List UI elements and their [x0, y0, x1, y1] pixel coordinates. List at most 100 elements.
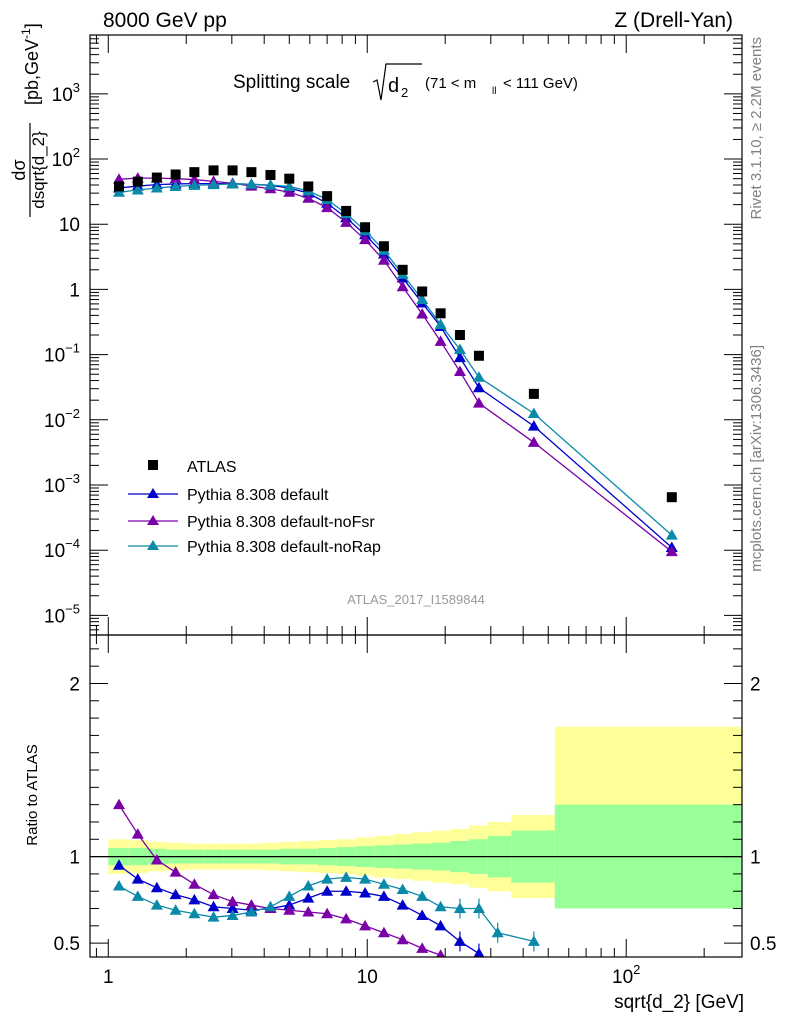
main-point-norap — [264, 179, 277, 190]
main-ytick-label: 10−2 — [44, 406, 80, 432]
ratio-point-norap — [340, 871, 353, 882]
ratio-ytick-label-right: 1 — [750, 848, 761, 869]
ratio-point-nofsr — [302, 905, 315, 917]
main-point-nofsr — [472, 397, 485, 408]
main-point-atlas — [113, 181, 124, 192]
main-point-norap — [665, 529, 678, 540]
ratio-point-default — [434, 919, 447, 931]
main-ytick-label: 10−3 — [44, 471, 80, 497]
ratio-point-default — [150, 881, 163, 893]
ratio-point-norap — [527, 935, 540, 946]
ratio-point-default — [359, 886, 372, 898]
legend-atlas-label: ATLAS — [187, 459, 237, 476]
ratio-panel: 0.5 0.5 1 1 2 2 1 10 102 — [54, 634, 776, 988]
ratio-point-default — [396, 899, 409, 910]
ratio-point-nofsr — [169, 866, 182, 877]
ratio-point-norap — [359, 873, 372, 884]
xtick-label: 10 — [357, 967, 378, 988]
main-point-default — [472, 381, 485, 393]
main-line-norap — [118, 183, 673, 536]
main-point-nofsr — [665, 545, 678, 557]
ratio-point-norap — [245, 905, 258, 917]
ratio-point-default — [188, 893, 201, 905]
ratio-point-norap — [453, 902, 466, 914]
main-point-atlas — [303, 181, 314, 192]
ratio-point-nofsr — [131, 828, 144, 839]
main-point-atlas — [397, 264, 408, 275]
main-point-norap — [434, 318, 447, 329]
main-point-atlas — [322, 191, 333, 202]
ratio-point-norap — [302, 880, 315, 891]
main-point-atlas — [151, 172, 162, 183]
sqrt-sign — [372, 63, 422, 101]
main-point-atlas — [189, 167, 200, 178]
main-point-atlas — [528, 388, 539, 399]
main-point-nofsr — [453, 365, 466, 377]
title-cut-end: < 111 GeV) — [503, 75, 578, 92]
main-ytick-label: 10−4 — [44, 536, 80, 562]
ylabel-units: [pb,GeV-1] — [19, 23, 42, 105]
ratio-point-nofsr — [396, 933, 409, 945]
ratio-ytick-label: 1 — [69, 848, 80, 869]
ratio-point-norap — [434, 900, 447, 912]
main-point-atlas — [454, 330, 465, 340]
main-point-atlas — [246, 167, 257, 178]
ratio-point-norap — [321, 873, 334, 884]
watermark: ATLAS_2017_I1589844 — [347, 592, 485, 607]
main-point-nofsr — [396, 280, 409, 292]
ratio-frame — [89, 634, 743, 958]
mcplots-label: mcplots.cern.ch [arXiv:1306.3436] — [748, 345, 765, 572]
ratio-ytick-label-right: 0.5 — [750, 934, 776, 955]
main-ytick-label: 103 — [52, 80, 80, 106]
rivet-label: Rivet 3.1.10, ≥ 2.2M events — [748, 37, 765, 220]
main-ytick-label: 102 — [52, 145, 80, 171]
ratio-ytick-label: 2 — [69, 674, 80, 695]
legend-norap-marker — [147, 540, 159, 550]
title-sub: 2 — [401, 85, 408, 100]
main-ytick-label: 10 — [59, 215, 80, 236]
main-point-norap — [207, 178, 220, 190]
xlabel: sqrt{d_2} [GeV] — [614, 992, 744, 1013]
main-point-norap — [150, 181, 163, 193]
ratio-point-default — [302, 892, 315, 903]
ratio-point-nofsr — [340, 912, 353, 924]
ratio-point-nofsr — [416, 942, 429, 953]
main-point-nofsr — [112, 173, 125, 184]
main-point-nofsr — [302, 192, 315, 203]
main-point-norap — [283, 180, 296, 191]
title-main: Splitting scale — [233, 72, 350, 93]
ratio-point-nofsr — [359, 919, 372, 931]
main-point-atlas — [360, 222, 371, 233]
header-right: Z (Drell-Yan) — [614, 9, 733, 32]
ratio-point-nofsr — [321, 907, 334, 919]
ratio-point-norap — [226, 909, 239, 920]
ratio-point-default — [112, 859, 125, 870]
header-left: 8000 GeV pp — [103, 9, 227, 32]
ratio-point-norap — [131, 890, 144, 901]
main-point-nofsr — [527, 436, 540, 447]
main-point-nofsr — [283, 186, 296, 197]
ratio-point-norap — [188, 907, 201, 919]
ratio-point-nofsr — [112, 798, 125, 810]
main-point-norap — [226, 177, 239, 189]
ratio-point-nofsr — [150, 854, 163, 865]
ratio-point-default — [169, 888, 182, 900]
main-ytick-label: 1 — [69, 280, 80, 301]
ratio-point-default — [321, 885, 334, 896]
ratio-point-default — [377, 890, 390, 901]
main-point-atlas — [208, 165, 219, 176]
legend-default-marker — [147, 488, 159, 498]
ratio-point-norap — [491, 926, 504, 938]
ylabel-num: dσ — [9, 159, 29, 180]
main-point-norap — [112, 186, 125, 197]
plot-title: Splitting scale d 2 (71 < m ll < 111 GeV… — [233, 63, 578, 101]
main-point-atlas — [227, 165, 238, 176]
ratio-point-nofsr — [207, 888, 220, 900]
main-point-norap — [188, 179, 201, 190]
xtick-label: 1 — [103, 967, 114, 988]
main-point-default — [453, 351, 466, 363]
legend: ATLAS Pythia 8.308 default Pythia 8.308 … — [128, 459, 381, 556]
main-point-atlas — [284, 173, 295, 184]
main-line-nofsr — [118, 177, 673, 553]
